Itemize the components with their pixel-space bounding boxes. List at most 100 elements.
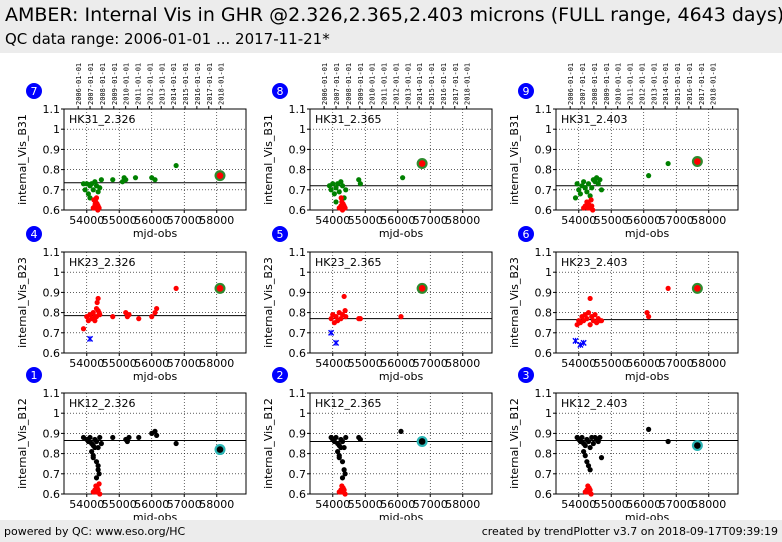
data-point — [89, 448, 95, 455]
date-tick-label: 2007-01-01 — [333, 63, 341, 105]
data-point — [646, 314, 652, 320]
y-tick-label: 0.7 — [43, 184, 61, 197]
data-point — [330, 181, 336, 187]
data-point — [644, 310, 650, 316]
data-point — [585, 181, 592, 187]
header-bar: AMBER: Internal Vis in GHR @2.326,2.365,… — [0, 0, 782, 53]
date-tick-label: 2011-01-01 — [135, 63, 143, 105]
date-tick-label: 2014-01-01 — [662, 63, 670, 105]
date-tick-label: 2016-01-01 — [686, 63, 694, 105]
data-point — [584, 189, 590, 195]
data-point — [335, 448, 341, 455]
highlight-point — [216, 285, 224, 292]
data-point — [95, 207, 101, 213]
data-point — [588, 197, 594, 203]
y-tick-label: 0.8 — [289, 307, 307, 320]
y-tick-label: 0.6 — [535, 488, 553, 501]
highlight-point — [216, 446, 224, 453]
y-tick-label: 1.1 — [43, 103, 61, 116]
plot-title: HK31_2.365 — [315, 113, 381, 126]
y-tick-label: 1 — [299, 123, 306, 136]
data-point — [592, 312, 598, 318]
data-point — [338, 444, 344, 451]
date-tick-label: 2008-01-01 — [345, 63, 353, 105]
data-point — [132, 175, 139, 181]
x-tick-label: 58000 — [691, 498, 726, 511]
date-tick-label: 2015-01-01 — [674, 63, 682, 105]
data-point — [665, 438, 671, 445]
x-tick-label: 57000 — [659, 357, 694, 370]
y-tick-label: 1 — [545, 266, 552, 279]
date-tick-label: 2012-01-01 — [392, 63, 400, 105]
data-point — [597, 177, 603, 183]
x-tick-label: 58000 — [199, 498, 234, 511]
data-point — [149, 314, 155, 320]
panel-badge — [26, 83, 42, 99]
data-point — [93, 459, 100, 465]
panel-badge — [518, 367, 534, 383]
y-axis-label: internal_Vis_B31 — [508, 114, 521, 205]
date-tick-label: 2016-01-01 — [440, 63, 448, 105]
data-point — [357, 436, 363, 443]
data-point — [96, 481, 102, 487]
data-point — [587, 193, 593, 199]
y-tick-label: 1 — [299, 266, 306, 279]
plot-title: HK23_2.326 — [69, 256, 135, 269]
x-tick-label: 58000 — [445, 357, 480, 370]
data-point — [152, 310, 158, 316]
date-tick-label: 2015-01-01 — [182, 63, 190, 105]
x-tick-label: 58000 — [691, 214, 726, 227]
y-tick-label: 1 — [545, 407, 552, 420]
plot-frame — [309, 392, 493, 495]
plot-title: HK12_2.403 — [561, 397, 627, 410]
date-tick-label: 2014-01-01 — [170, 63, 178, 105]
panel-badge-number: 4 — [31, 228, 38, 241]
date-tick-label: 2006-01-01 — [321, 63, 329, 105]
data-point — [92, 444, 98, 451]
y-tick-label: 1.1 — [535, 246, 553, 259]
data-point — [665, 160, 671, 167]
data-point — [98, 440, 104, 447]
data-point — [595, 181, 601, 187]
data-point — [582, 185, 588, 191]
data-point — [93, 438, 100, 445]
y-tick-label: 0.6 — [289, 488, 307, 501]
date-tick-label: 2017-01-01 — [698, 63, 706, 105]
panel-badge-number: 2 — [277, 369, 284, 382]
x-tick-label: 55000 — [594, 357, 629, 370]
x-tick-label: 55000 — [102, 357, 137, 370]
x-axis-label: mjd-obs — [379, 227, 424, 240]
data-point — [333, 314, 339, 320]
data-point — [97, 185, 103, 191]
data-point — [356, 177, 362, 183]
data-point — [82, 187, 88, 193]
y-tick-label: 0.6 — [43, 347, 61, 360]
data-point — [110, 434, 116, 441]
data-point — [92, 179, 98, 185]
x-axis-label: mjd-obs — [133, 370, 178, 383]
data-point — [646, 173, 652, 179]
data-point — [152, 428, 158, 434]
date-tick-label: 2010-01-01 — [123, 63, 131, 105]
data-point — [590, 440, 596, 447]
x-tick-label: 54000 — [561, 357, 596, 370]
y-axis-label: internal_Vis_B23 — [508, 257, 521, 348]
y-tick-label: 0.8 — [43, 164, 61, 177]
y-tick-label: 0.8 — [43, 448, 61, 461]
x-tick-label: 57000 — [659, 498, 694, 511]
y-tick-label: 0.9 — [43, 286, 61, 299]
data-point — [95, 467, 101, 473]
panel-badge-number: 5 — [277, 228, 284, 241]
y-tick-label: 0.9 — [535, 427, 553, 440]
x-tick-label: 58000 — [199, 214, 234, 227]
data-point — [80, 326, 87, 332]
highlight-point — [216, 172, 224, 179]
data-point — [584, 459, 590, 465]
y-axis-label: internal_Vis_B12 — [262, 398, 275, 489]
panel-badge — [272, 226, 288, 242]
data-point — [587, 322, 593, 328]
plot-title: HK23_2.403 — [561, 256, 627, 269]
data-point — [154, 432, 160, 439]
date-tick-label: 2017-01-01 — [452, 63, 460, 105]
data-point — [333, 185, 339, 191]
